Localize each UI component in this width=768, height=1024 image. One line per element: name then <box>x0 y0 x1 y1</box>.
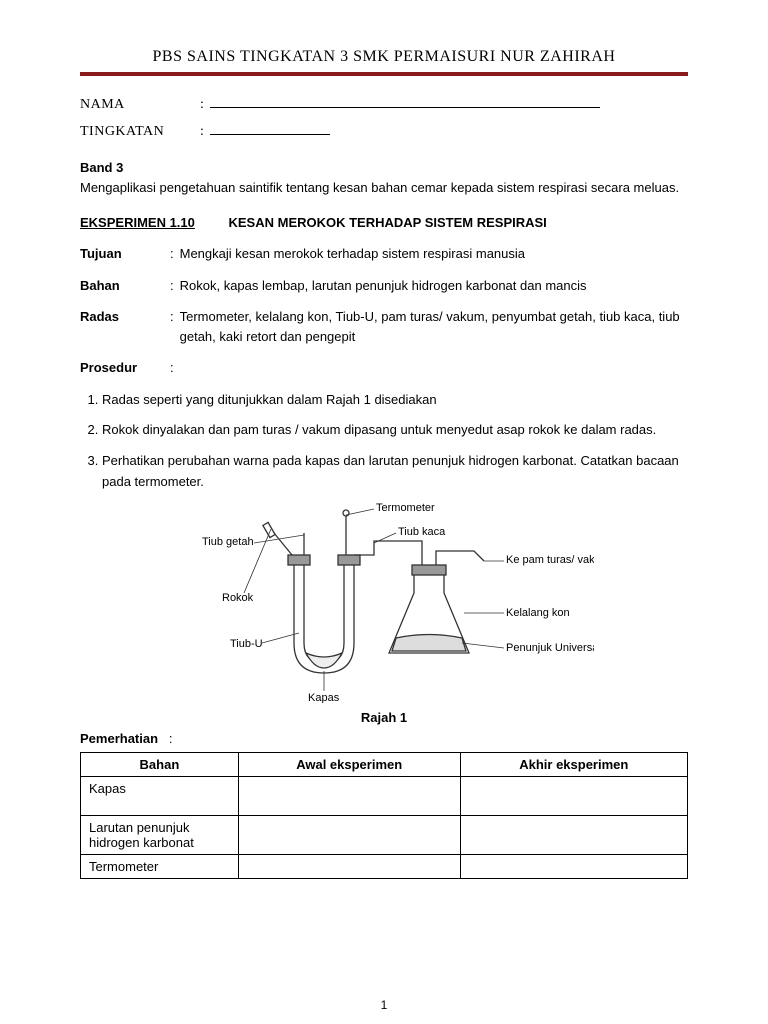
procedure-step: Radas seperti yang ditunjukkan dalam Raj… <box>102 390 688 411</box>
grade-label: TINGKATAN <box>80 124 200 140</box>
label-rokok: Rokok <box>222 592 254 604</box>
cell <box>460 854 687 878</box>
label-tiub-kaca: Tiub kaca <box>398 526 446 538</box>
name-field-row: NAMA : <box>80 94 688 113</box>
col-bahan: Bahan <box>81 752 239 776</box>
apparatus-diagram: Termometer Tiub getah Tiub kaca Rokok Ti… <box>174 503 594 703</box>
page-header-title: PBS SAINS TINGKATAN 3 SMK PERMAISURI NUR… <box>80 48 688 66</box>
header-rule <box>80 72 688 76</box>
cell <box>460 776 687 815</box>
cell <box>238 854 460 878</box>
observation-table: Bahan Awal eksperimen Akhir eksperimen K… <box>80 752 688 879</box>
tujuan-text: Mengkaji kesan merokok terhadap sistem r… <box>180 244 688 264</box>
procedure-step: Perhatikan perubahan warna pada kapas da… <box>102 451 688 493</box>
label-penunjuk: Penunjuk Universal <box>506 642 594 654</box>
prosedur-label: Prosedur <box>80 358 170 378</box>
diagram-caption: Rajah 1 <box>80 710 688 725</box>
cell <box>460 815 687 854</box>
experiment-number: EKSPERIMEN 1.10 <box>80 215 195 230</box>
radas-row: Radas : Termometer, kelalang kon, Tiub-U… <box>80 307 688 346</box>
grade-field-row: TINGKATAN : <box>80 121 688 140</box>
band-label: Band 3 <box>80 160 123 175</box>
band-section: Band 3 Mengaplikasi pengetahuan saintifi… <box>80 158 688 197</box>
observation-label: Pemerhatian : <box>80 731 688 746</box>
table-row: Termometer <box>81 854 688 878</box>
bahan-label: Bahan <box>80 276 170 296</box>
row-termometer: Termometer <box>81 854 239 878</box>
radas-label: Radas <box>80 307 170 346</box>
tujuan-label: Tujuan <box>80 244 170 264</box>
label-kelalang: Kelalang kon <box>506 607 570 619</box>
experiment-heading: EKSPERIMEN 1.10 KESAN MEROKOK TERHADAP S… <box>80 215 688 230</box>
label-termometer: Termometer <box>376 503 435 514</box>
procedure-list: Radas seperti yang ditunjukkan dalam Raj… <box>102 390 688 493</box>
cell <box>238 815 460 854</box>
name-label: NAMA <box>80 97 200 113</box>
table-header-row: Bahan Awal eksperimen Akhir eksperimen <box>81 752 688 776</box>
label-ke-pam: Ke pam turas/ vakum <box>506 554 594 566</box>
bahan-row: Bahan : Rokok, kapas lembap, larutan pen… <box>80 276 688 296</box>
diagram-container: Termometer Tiub getah Tiub kaca Rokok Ti… <box>80 503 688 706</box>
table-row: Kapas <box>81 776 688 815</box>
grade-blank <box>210 121 330 135</box>
col-akhir: Akhir eksperimen <box>460 752 687 776</box>
radas-text: Termometer, kelalang kon, Tiub-U, pam tu… <box>180 307 688 346</box>
row-larutan: Larutan penunjuk hidrogen karbonat <box>81 815 239 854</box>
cell <box>238 776 460 815</box>
procedure-step: Rokok dinyalakan dan pam turas / vakum d… <box>102 420 688 441</box>
table-row: Larutan penunjuk hidrogen karbonat <box>81 815 688 854</box>
label-tiub-getah: Tiub getah <box>202 536 254 548</box>
bahan-text: Rokok, kapas lembap, larutan penunjuk hi… <box>180 276 688 296</box>
experiment-title: KESAN MEROKOK TERHADAP SISTEM RESPIRASI <box>229 215 547 230</box>
name-blank <box>210 94 600 108</box>
col-awal: Awal eksperimen <box>238 752 460 776</box>
band-text: Mengaplikasi pengetahuan saintifik tenta… <box>80 180 679 195</box>
tujuan-row: Tujuan : Mengkaji kesan merokok terhadap… <box>80 244 688 264</box>
page-number: 1 <box>0 998 768 1012</box>
prosedur-row: Prosedur : <box>80 358 688 378</box>
row-kapas: Kapas <box>81 776 239 815</box>
label-tiub-u: Tiub-U <box>230 638 263 650</box>
label-kapas: Kapas <box>308 692 340 703</box>
colon: : <box>200 97 204 113</box>
colon: : <box>200 124 204 140</box>
